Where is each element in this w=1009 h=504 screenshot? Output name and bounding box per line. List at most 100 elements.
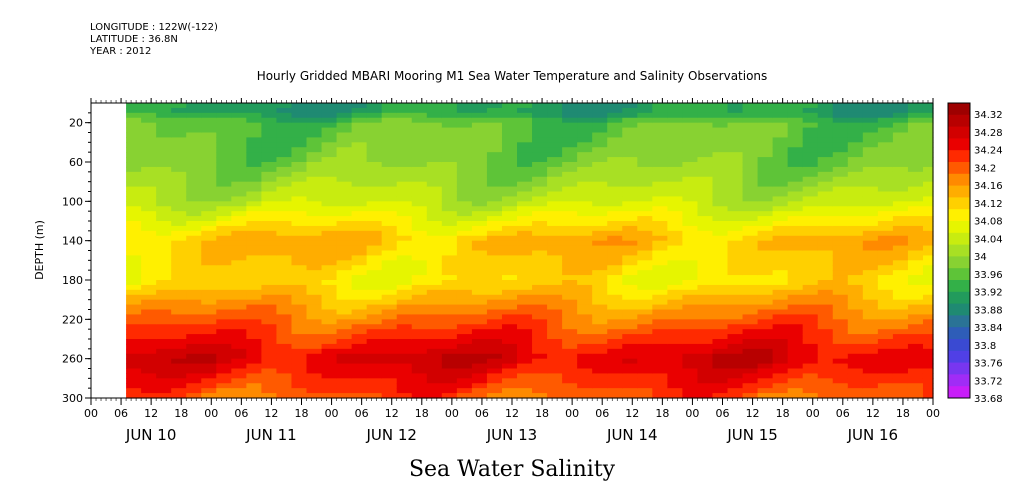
heatmap-cell	[802, 250, 819, 257]
heatmap-cell	[622, 230, 638, 237]
heatmap-cell	[667, 117, 684, 124]
heatmap-cell	[742, 157, 759, 163]
heatmap-cell	[727, 294, 744, 301]
heatmap-cell	[306, 240, 323, 247]
heatmap-cell	[772, 255, 789, 261]
heatmap-cell	[216, 245, 232, 252]
heatmap-cell	[231, 181, 247, 188]
heatmap-cell	[517, 373, 533, 379]
heatmap-cell	[847, 142, 864, 148]
heatmap-cell	[727, 260, 744, 266]
x-tick-label: 00	[806, 407, 820, 420]
heatmap-cell	[727, 166, 744, 173]
heatmap-cell	[532, 245, 548, 252]
heatmap-cell	[592, 201, 608, 207]
heatmap-cell	[877, 255, 894, 261]
heatmap-cell	[607, 122, 623, 129]
heatmap-cell	[772, 348, 789, 355]
heatmap-cell	[216, 235, 232, 242]
heatmap-cell	[712, 334, 729, 340]
heatmap-cell	[892, 235, 909, 242]
heatmap-cell	[667, 142, 684, 148]
heatmap-cell	[892, 329, 909, 335]
heatmap-cell	[171, 162, 187, 168]
heatmap-cell	[336, 284, 353, 291]
heatmap-cell	[246, 353, 263, 360]
heatmap-cell	[712, 201, 729, 207]
heatmap-cell	[201, 186, 217, 193]
heatmap-cell	[892, 363, 909, 370]
heatmap-cell	[501, 137, 518, 143]
heatmap-cell	[772, 142, 789, 148]
heatmap-cell	[577, 314, 593, 320]
heatmap-cell	[126, 186, 142, 193]
y-tick-label: 60	[69, 156, 83, 169]
heatmap-cell	[381, 206, 398, 212]
heatmap-cell	[381, 309, 398, 316]
heatmap-cell	[276, 225, 293, 232]
heatmap-cell	[216, 260, 232, 266]
heatmap-cell	[847, 166, 864, 173]
heatmap-cell	[141, 304, 157, 311]
heatmap-cell	[562, 221, 578, 227]
heatmap-cell	[186, 157, 202, 163]
heatmap-cell	[126, 127, 142, 134]
heatmap-cell	[727, 176, 744, 183]
heatmap-cell	[667, 353, 684, 360]
heatmap-cell	[186, 284, 202, 291]
heatmap-cell	[742, 201, 759, 207]
heatmap-cell	[156, 265, 172, 271]
heatmap-cell	[832, 299, 849, 306]
heatmap-cell	[351, 211, 368, 217]
heatmap-cell	[126, 201, 142, 207]
heatmap-cell	[231, 117, 247, 124]
heatmap-cell	[321, 201, 338, 207]
heatmap-cell	[637, 250, 653, 257]
heatmap-cell	[817, 186, 834, 193]
heatmap-cell	[517, 275, 533, 281]
heatmap-cell	[742, 309, 759, 316]
heatmap-cell	[426, 103, 443, 109]
heatmap-cell	[381, 240, 398, 247]
heatmap-cell	[667, 196, 684, 202]
heatmap-cell	[832, 245, 849, 252]
heatmap-cell	[171, 225, 187, 232]
heatmap-cell	[832, 284, 849, 291]
heatmap-cell	[456, 171, 473, 178]
heatmap-cell	[231, 171, 247, 178]
heatmap-cell	[727, 147, 744, 153]
heatmap-cell	[517, 201, 533, 207]
heatmap-cell	[832, 314, 849, 320]
colorbar-label: 34.28	[974, 128, 1003, 139]
heatmap-cell	[261, 132, 278, 139]
heatmap-cell	[562, 117, 578, 124]
heatmap-cell	[126, 319, 142, 325]
x-day-label: JUN 10	[125, 426, 176, 444]
heatmap-cell	[441, 289, 458, 296]
heatmap-cell	[772, 373, 789, 379]
heatmap-cell	[201, 225, 217, 232]
heatmap-cell	[562, 171, 578, 178]
heatmap-cell	[667, 107, 684, 114]
heatmap-cell	[742, 265, 759, 271]
heatmap-cell	[517, 270, 533, 276]
heatmap-cell	[276, 353, 293, 360]
x-tick-label: 12	[144, 407, 158, 420]
heatmap-cell	[141, 294, 157, 301]
heatmap-cell	[426, 221, 443, 227]
heatmap-cell	[817, 363, 834, 370]
heatmap-cell	[652, 265, 668, 271]
heatmap-cell	[501, 383, 518, 389]
heatmap-cell	[276, 157, 293, 163]
heatmap-cell	[351, 334, 368, 340]
heatmap-cell	[126, 255, 142, 261]
heatmap-cell	[261, 319, 278, 325]
heatmap-cell	[532, 147, 548, 153]
heatmap-cell	[126, 191, 142, 198]
heatmap-cell	[471, 157, 488, 163]
heatmap-cell	[727, 216, 744, 222]
heatmap-cell	[231, 166, 247, 173]
heatmap-cell	[276, 280, 293, 286]
heatmap-cell	[727, 358, 744, 365]
heatmap-cell	[186, 250, 202, 257]
